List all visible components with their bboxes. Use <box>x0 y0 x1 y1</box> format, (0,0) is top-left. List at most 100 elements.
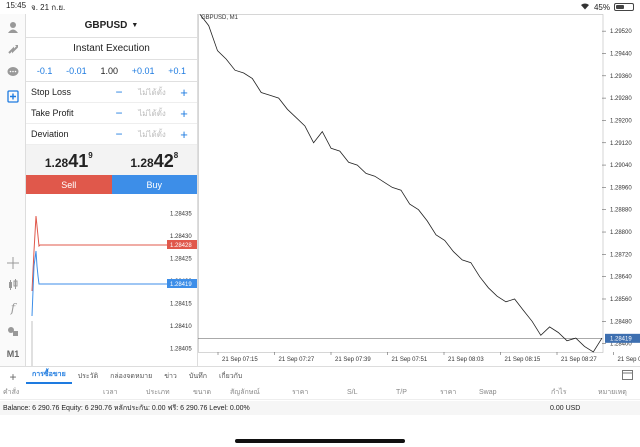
deviation-label: Deviation <box>31 129 69 139</box>
stop-loss-minus-button[interactable]: − <box>115 85 123 99</box>
col-time: เวลา <box>103 389 118 396</box>
stop-loss-value[interactable]: ไม่ได้ตั้ง <box>138 87 166 97</box>
mini-tick-label: 1.28405 <box>170 347 192 353</box>
status-date: จ. 21 ก.ย. <box>31 2 66 12</box>
left-toolbar: f M1 <box>0 14 26 366</box>
trade-arrows-icon[interactable] <box>3 40 23 58</box>
tab-history[interactable]: ประวัติ <box>77 373 99 380</box>
new-order-icon[interactable] <box>3 87 23 105</box>
y-tick-label: 1.28400 <box>610 342 632 348</box>
positions-header: คำสั่ง เวลา ประเภท ขนาด สัญลักษณ์ ราคา S… <box>0 386 640 400</box>
tab-about[interactable]: เกี่ยวกับ <box>218 373 243 380</box>
caret-down-icon: ▼ <box>131 22 139 29</box>
y-tick-label: 1.29520 <box>610 29 632 35</box>
main-chart[interactable]: GBPUSD, M1 1.29520 1.29440 1.29360 1.29280 1… <box>197 14 640 366</box>
y-tick-label: 1.28560 <box>610 297 632 303</box>
volume-dec-large[interactable]: -0.1 <box>36 65 53 76</box>
col-price-current: ราคา <box>440 389 457 396</box>
crosshair-icon[interactable] <box>3 254 23 272</box>
sell-button[interactable]: Sell <box>26 175 112 194</box>
col-sl: S/L <box>347 389 358 396</box>
x-tick-label: 21 Sep 08:03 <box>448 357 484 363</box>
buy-button[interactable]: Buy <box>111 175 197 194</box>
mini-tick-label: 1.28410 <box>170 324 192 330</box>
volume-inc-large[interactable]: +0.1 <box>168 65 187 76</box>
mini-tick-label: 1.28415 <box>170 302 192 308</box>
tab-journal[interactable]: บันทึก <box>188 373 207 380</box>
x-tick-label: 21 Sep 08:39 <box>618 357 640 363</box>
candles-icon[interactable] <box>3 276 23 294</box>
y-tick-label: 1.29280 <box>610 96 632 102</box>
col-order: คำสั่ง <box>3 389 20 396</box>
take-profit-label: Take Profit <box>31 108 74 118</box>
ask-price: 1.28 42 8 <box>130 151 179 171</box>
total-profit: 0.00 USD <box>550 404 581 412</box>
quotes: 1.28 41 9 1.28 42 8 <box>26 145 197 175</box>
bid-price: 1.28 41 9 <box>44 151 93 171</box>
add-icon[interactable]: + <box>9 369 17 384</box>
x-tick-label: 21 Sep 07:15 <box>222 357 258 363</box>
current-price-tag: 1.28419 <box>610 336 632 342</box>
chat-icon[interactable] <box>3 63 23 81</box>
wifi-icon <box>580 2 590 12</box>
chart-title: GBPUSD, M1 <box>201 15 239 21</box>
tab-trade[interactable]: การซื้อขาย <box>26 369 72 384</box>
timeframe-m1[interactable]: M1 <box>6 349 20 359</box>
home-indicator[interactable] <box>235 439 405 443</box>
volume-value[interactable]: 1.00 <box>100 65 118 76</box>
x-tick-label: 21 Sep 07:51 <box>392 357 428 363</box>
y-tick-label: 1.29360 <box>610 74 632 80</box>
bid-line <box>31 250 176 317</box>
symbol-name: GBPUSD <box>84 20 128 31</box>
y-tick-label: 1.28800 <box>610 230 632 236</box>
ask-price-marker <box>167 240 197 249</box>
price-line <box>199 14 603 353</box>
mini-tick-label: 1.28425 <box>170 257 192 263</box>
y-tick-label: 1.29120 <box>610 141 632 147</box>
indicators-icon[interactable]: f <box>10 301 16 315</box>
x-tick-label: 21 Sep 08:27 <box>561 357 597 363</box>
col-type: ประเภท <box>146 389 170 396</box>
balance-row: Balance: 6 290.76 Equity: 6 290.76 หลักป… <box>0 401 640 415</box>
objects-icon[interactable] <box>3 322 23 340</box>
ask-price-tag: 1.28428 <box>170 243 192 249</box>
plot-frame <box>198 14 604 353</box>
take-profit-value[interactable]: ไม่ได้ตั้ง <box>138 108 166 118</box>
take-profit-plus-button[interactable]: + <box>180 105 188 121</box>
x-tick-label: 21 Sep 08:15 <box>505 357 541 363</box>
bid-price-tag: 1.28419 <box>170 282 192 288</box>
stop-loss-label: Stop Loss <box>31 87 72 97</box>
bid-price-marker <box>167 279 197 288</box>
col-size: ขนาด <box>193 389 212 396</box>
execution-type[interactable]: Instant Execution <box>26 38 197 60</box>
volume-inc-small[interactable]: +0.01 <box>131 65 155 76</box>
deviation-minus-button[interactable]: − <box>115 127 123 141</box>
tick-chart[interactable]: 1.284351.284301.284251.284201.284151.284… <box>26 196 197 366</box>
symbol-selector[interactable]: GBPUSD ▼ <box>26 14 197 38</box>
stop-loss-plus-button[interactable]: + <box>180 84 188 100</box>
col-price: ราคา <box>292 389 309 396</box>
col-swap: Swap <box>479 389 497 396</box>
bottom-tabs: + การซื้อขาย ประวัติ กล่องจดหมาย ข่าว บั… <box>0 366 640 386</box>
volume-dec-small[interactable]: -0.01 <box>66 65 87 76</box>
deviation-plus-button[interactable]: + <box>180 126 188 142</box>
user-icon[interactable] <box>3 18 23 36</box>
col-tp: T/P <box>396 389 407 396</box>
battery-icon <box>614 3 634 11</box>
x-tick-label: 21 Sep 07:39 <box>335 357 371 363</box>
take-profit-minus-button[interactable]: − <box>115 106 123 120</box>
y-tick-label: 1.29040 <box>610 163 632 169</box>
status-time: 15:45 <box>6 0 27 10</box>
tab-news[interactable]: ข่าว <box>164 373 177 380</box>
ask-line <box>31 215 176 292</box>
window-toggle-icon[interactable] <box>614 370 640 383</box>
deviation-value[interactable]: ไม่ได้ตั้ง <box>138 129 166 139</box>
balance-summary: Balance: 6 290.76 Equity: 6 290.76 หลักป… <box>3 404 250 412</box>
tab-mailbox[interactable]: กล่องจดหมาย <box>110 373 153 380</box>
battery-percent: 45% <box>593 2 610 12</box>
y-tick-label: 1.28960 <box>610 185 632 191</box>
y-tick-label: 1.28720 <box>610 252 632 258</box>
deviation-row: Deviation − ไม่ได้ตั้ง + <box>26 124 197 145</box>
stop-loss-row: Stop Loss − ไม่ได้ตั้ง + <box>26 82 197 103</box>
y-tick-label: 1.28480 <box>610 319 632 325</box>
